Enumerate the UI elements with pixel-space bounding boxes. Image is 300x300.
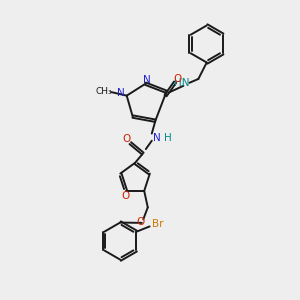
Text: O: O bbox=[123, 134, 131, 144]
Text: O: O bbox=[173, 74, 181, 84]
Text: N: N bbox=[143, 74, 151, 85]
Text: O: O bbox=[121, 191, 130, 201]
Text: N: N bbox=[118, 88, 125, 98]
Text: CH₃: CH₃ bbox=[96, 87, 112, 96]
Text: N: N bbox=[153, 134, 161, 143]
Text: HN: HN bbox=[174, 78, 190, 88]
Text: H: H bbox=[164, 134, 172, 143]
Text: O: O bbox=[136, 217, 144, 227]
Text: Br: Br bbox=[152, 219, 164, 230]
